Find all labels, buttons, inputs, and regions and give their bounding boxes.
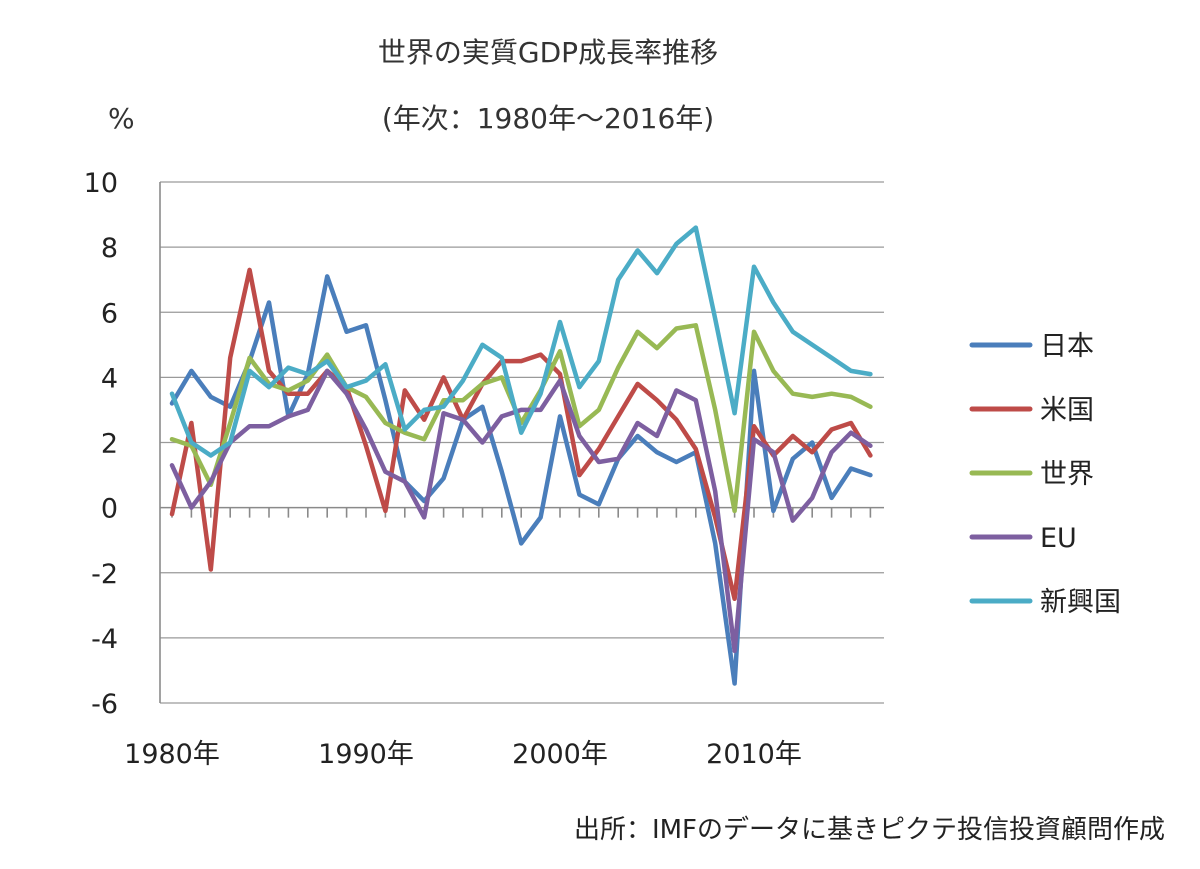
x-tick-label: 2010年 bbox=[706, 739, 802, 770]
x-tick-label: 1980年 bbox=[124, 739, 220, 770]
chart-title: 世界の実質GDP成長率推移 bbox=[378, 36, 718, 69]
series-line-4 bbox=[169, 368, 873, 654]
legend-label: 新興国 bbox=[1040, 587, 1121, 618]
legend-label: 世界 bbox=[1040, 459, 1094, 490]
x-tick-label: 2000年 bbox=[512, 739, 608, 770]
series-line-2 bbox=[169, 267, 873, 602]
y-tick-label: 2 bbox=[101, 429, 118, 460]
y-tick-label: -4 bbox=[91, 624, 118, 655]
y-tick-label: -6 bbox=[91, 689, 118, 720]
y-tick-labels: 10 8 6 4 2 0 -2 -4 -6 bbox=[84, 168, 118, 720]
y-tick-label: 0 bbox=[101, 494, 118, 525]
gridlines bbox=[160, 181, 884, 704]
source-note: 出所：IMFのデータに基きピクテ投信投資顧問作成 bbox=[574, 815, 1165, 845]
legend-label: 米国 bbox=[1040, 395, 1094, 426]
y-tick-label: 8 bbox=[101, 233, 118, 264]
series-lines bbox=[169, 225, 873, 686]
legend-label: EU bbox=[1040, 523, 1077, 554]
x-tick-labels: 1980年 1990年 2000年 2010年 bbox=[124, 739, 802, 770]
series-line-5 bbox=[169, 225, 873, 458]
y-tick-label: 10 bbox=[84, 168, 118, 199]
legend-label: 日本 bbox=[1040, 331, 1094, 362]
y-tick-label: 4 bbox=[101, 363, 118, 394]
x-tick-label: 1990年 bbox=[318, 739, 414, 770]
series-line-1 bbox=[169, 274, 873, 686]
chart-subtitle: (年次：1980年～2016年) bbox=[382, 102, 714, 135]
y-tick-label: 6 bbox=[101, 298, 118, 329]
y-tick-label: -2 bbox=[91, 559, 118, 590]
series-line-3 bbox=[169, 323, 873, 514]
y-axis-unit-label: % bbox=[108, 102, 135, 135]
